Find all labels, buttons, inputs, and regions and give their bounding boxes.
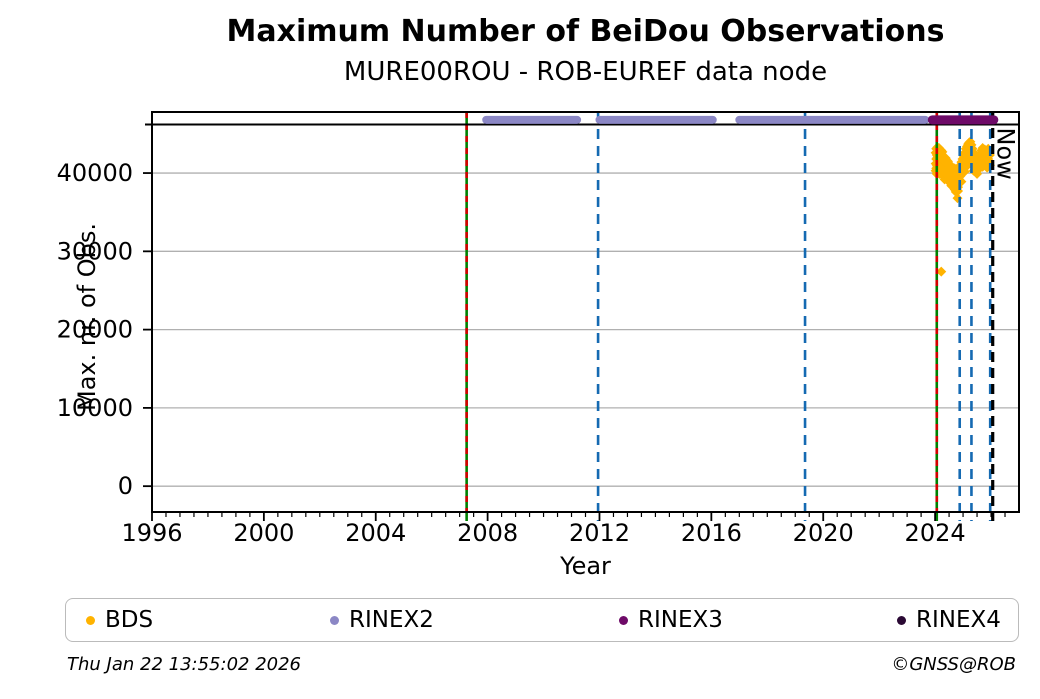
x-tick-label: 2008 bbox=[457, 519, 518, 547]
x-tick-label: 2004 bbox=[345, 519, 406, 547]
legend-label-rinex3: RINEX3 bbox=[638, 607, 723, 633]
x-tick-label: 2020 bbox=[793, 519, 854, 547]
bds-marker-icon bbox=[86, 615, 95, 625]
x-axis-label: Year bbox=[560, 552, 611, 580]
legend-label-rinex4: RINEX4 bbox=[916, 607, 1001, 633]
legend-item-rinex4: RINEX4 bbox=[897, 599, 1001, 641]
y-tick-label: 30000 bbox=[57, 237, 133, 265]
credit: ©GNSS@ROB bbox=[891, 654, 1016, 675]
legend: BDS RINEX2 RINEX3 RINEX4 bbox=[65, 598, 1019, 642]
rinex3-marker-icon bbox=[619, 615, 628, 625]
bds-point bbox=[936, 266, 947, 277]
x-tick-label: 2024 bbox=[905, 519, 966, 547]
now-label: Now bbox=[992, 128, 1020, 180]
y-tick-label: 40000 bbox=[57, 159, 133, 187]
y-tick-label: 0 bbox=[118, 472, 133, 500]
rinex4-marker-icon bbox=[897, 615, 906, 625]
x-tick-label: 1996 bbox=[121, 519, 182, 547]
x-tick-label: 2016 bbox=[681, 519, 742, 547]
legend-item-rinex2: RINEX2 bbox=[330, 599, 434, 641]
y-tick-label: 20000 bbox=[57, 316, 133, 344]
chart-title: Maximum Number of BeiDou Observations bbox=[226, 14, 945, 49]
plot-area: 1996 2000 2004 2008 2012 2016 2020 2024 0 10000 20… bbox=[57, 111, 1020, 547]
x-tick-label: 2000 bbox=[233, 519, 294, 547]
chart-subtitle: MURE00ROU - ROB-EUREF data node bbox=[343, 57, 828, 87]
legend-label-bds: BDS bbox=[105, 607, 154, 633]
legend-item-bds: BDS bbox=[86, 599, 153, 641]
rinex2-marker-icon bbox=[330, 615, 339, 625]
y-tick-label: 10000 bbox=[57, 394, 133, 422]
legend-label-rinex2: RINEX2 bbox=[349, 607, 434, 633]
plot-border bbox=[151, 111, 1020, 513]
legend-item-rinex3: RINEX3 bbox=[619, 599, 723, 641]
timestamp: Thu Jan 22 13:55:02 2026 bbox=[67, 654, 301, 675]
x-tick-label: 2012 bbox=[569, 519, 630, 547]
